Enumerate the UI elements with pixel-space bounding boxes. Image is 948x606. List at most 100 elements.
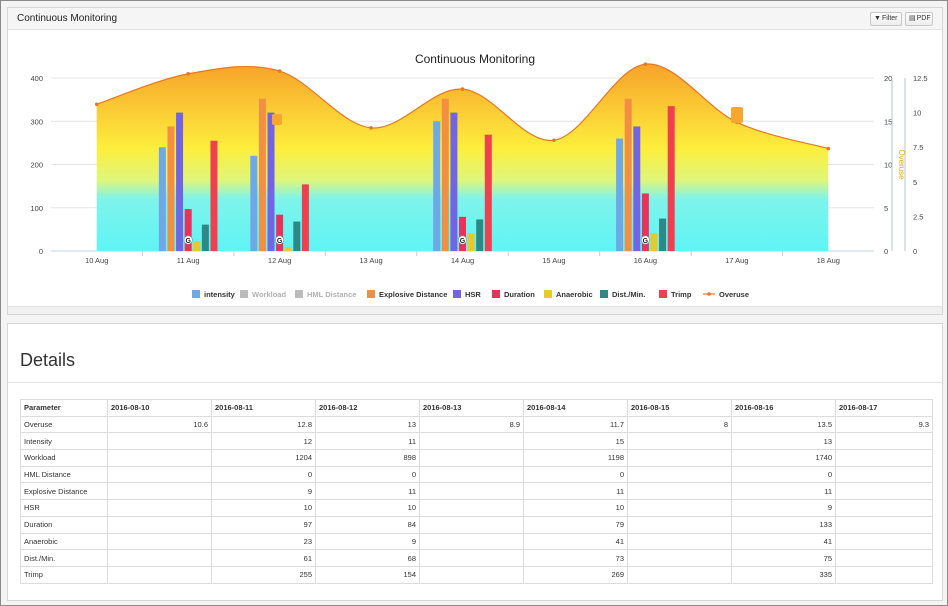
table-row: Duration 97 84 79 133 bbox=[20, 515, 933, 534]
value-cell bbox=[107, 565, 212, 584]
details-title: Details bbox=[20, 350, 76, 370]
value-cell bbox=[627, 432, 732, 451]
value-cell: 10 bbox=[211, 499, 316, 517]
legend-item-label: intensity bbox=[204, 290, 236, 299]
value-cell bbox=[835, 449, 933, 467]
value-cell: 13.5 bbox=[731, 415, 836, 434]
pdf-button[interactable]: ▤PDF bbox=[905, 12, 933, 26]
bar-anaerobic bbox=[284, 247, 292, 251]
bar-hsr bbox=[176, 112, 184, 251]
annotation-label: G bbox=[277, 238, 283, 245]
value-cell: 68 bbox=[315, 549, 420, 567]
legend-item-label: Explosive Distance bbox=[379, 290, 447, 299]
column-header: 2016-08-14 bbox=[523, 399, 628, 417]
value-cell: 11 bbox=[315, 482, 420, 501]
legend-swatch bbox=[295, 290, 303, 298]
value-cell: 10 bbox=[523, 499, 628, 517]
value-cell: 75 bbox=[731, 549, 836, 567]
bar-explosive-distance bbox=[624, 98, 632, 251]
table-row: HML Distance 0 0 0 0 bbox=[20, 465, 933, 484]
value-cell: 154 bbox=[315, 565, 420, 584]
value-cell: 11 bbox=[731, 482, 836, 501]
legend-item-label: Trimp bbox=[671, 290, 692, 299]
x-axis-tick-label: 14 Aug bbox=[451, 256, 474, 265]
y-axis-tick-label: 100 bbox=[30, 204, 43, 213]
legend-swatch bbox=[600, 290, 608, 298]
x-axis-tick-label: 13 Aug bbox=[359, 256, 382, 265]
legend-swatch-marker bbox=[707, 292, 711, 296]
column-header: 2016-08-13 bbox=[419, 399, 524, 417]
filter-button[interactable]: ▼Filter bbox=[870, 12, 902, 26]
value-cell: 97 bbox=[211, 515, 316, 534]
x-axis-tick-label: 12 Aug bbox=[268, 256, 291, 265]
annotation-marker bbox=[183, 235, 193, 245]
bar-duration bbox=[641, 193, 649, 251]
y-axis-tick-label: 200 bbox=[30, 161, 43, 170]
table-row: Explosive Distance 9 11 11 11 bbox=[20, 482, 933, 501]
table-row: Workload 1204 898 1198 1740 bbox=[20, 449, 933, 467]
value-cell: 255 bbox=[211, 565, 316, 584]
annotation-label: G bbox=[460, 238, 466, 245]
value-cell bbox=[835, 549, 933, 567]
value-cell bbox=[627, 465, 732, 484]
column-header: 2016-08-10 bbox=[107, 399, 212, 417]
y3-axis-tick-label: 7.5 bbox=[913, 143, 923, 152]
x-axis-tick-label: 17 Aug bbox=[725, 256, 748, 265]
value-cell bbox=[107, 432, 212, 451]
value-cell: 61 bbox=[211, 549, 316, 567]
value-cell: 269 bbox=[523, 565, 628, 584]
y3-axis-tick-label: 10 bbox=[913, 109, 921, 118]
bar-duration bbox=[459, 216, 466, 251]
bar-explosive-distance bbox=[258, 98, 266, 251]
parameter-name-cell: HML Distance bbox=[20, 465, 108, 484]
value-cell: 9 bbox=[731, 499, 836, 517]
parameter-name-cell: Intensity bbox=[20, 432, 108, 451]
value-cell: 8.9 bbox=[419, 415, 524, 434]
value-cell: 79 bbox=[523, 515, 628, 534]
bar-anaerobic bbox=[650, 233, 658, 251]
panel-title: Continuous Monitoring bbox=[17, 13, 118, 24]
y3-axis-title: Overuse bbox=[897, 149, 906, 180]
bar-hsr bbox=[633, 126, 641, 251]
y2-axis-tick-label: 0 bbox=[884, 247, 888, 256]
legend-item-label: Overuse bbox=[719, 290, 749, 299]
value-cell: 9 bbox=[211, 482, 316, 501]
bar-intensity bbox=[158, 147, 166, 251]
table-row: Trimp 255 154 269 335 bbox=[20, 565, 933, 584]
column-header: 2016-08-15 bbox=[627, 399, 732, 417]
bar-dist-min- bbox=[476, 219, 484, 251]
overuse-point bbox=[460, 87, 465, 91]
overuse-point bbox=[94, 102, 99, 107]
value-cell bbox=[419, 549, 524, 567]
value-cell: 23 bbox=[211, 532, 316, 551]
chart-area: Continuous Monitoring 0 100 200 300 400 0 5 10 15… bbox=[8, 30, 942, 316]
legend-swatch bbox=[492, 290, 500, 298]
annotation-label: G bbox=[643, 238, 649, 245]
value-cell bbox=[419, 499, 524, 517]
annotation-marker bbox=[275, 235, 285, 245]
overuse-point bbox=[643, 62, 648, 66]
value-cell: 11 bbox=[523, 482, 628, 501]
x-axis-tick-label: 15 Aug bbox=[542, 256, 565, 265]
value-cell bbox=[107, 549, 212, 567]
value-cell bbox=[835, 465, 933, 484]
value-cell: 133 bbox=[731, 515, 836, 534]
value-cell bbox=[835, 515, 933, 534]
table-body: Overuse 10.6 12.8 13 8.9 11.7 8 13.5 9.3 Intensit… bbox=[20, 415, 933, 584]
table-row: Intensity 12 11 15 13 bbox=[20, 432, 933, 451]
y3-axis-tick-label: 0 bbox=[913, 247, 917, 256]
parameter-name-cell: Dist./Min. bbox=[20, 549, 108, 567]
value-cell: 12 bbox=[211, 432, 316, 451]
value-cell: 0 bbox=[315, 465, 420, 484]
value-cell: 898 bbox=[315, 449, 420, 467]
value-cell: 0 bbox=[523, 465, 628, 484]
bar-anaerobic bbox=[467, 233, 475, 251]
parameter-name-cell: Explosive Distance bbox=[20, 482, 108, 501]
value-cell bbox=[419, 465, 524, 484]
bar-trimp bbox=[301, 184, 309, 251]
value-cell: 335 bbox=[731, 565, 836, 584]
value-cell bbox=[627, 565, 732, 584]
overuse-point bbox=[826, 146, 831, 151]
value-cell bbox=[107, 482, 212, 501]
bar-anaerobic bbox=[193, 241, 201, 251]
